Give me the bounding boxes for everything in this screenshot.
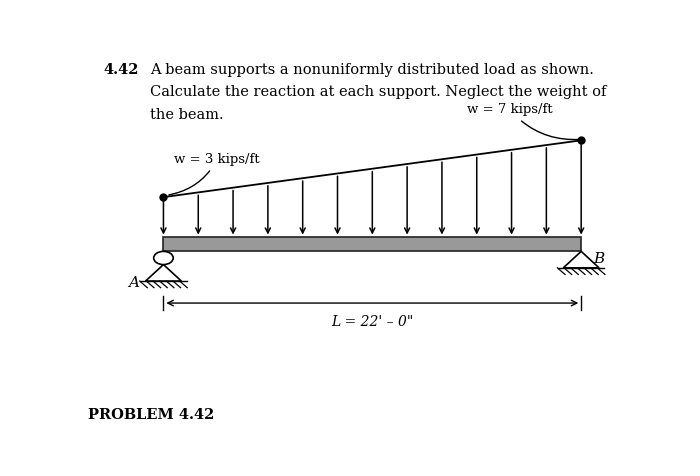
Text: Calculate the reaction at each support. Neglect the weight of: Calculate the reaction at each support. … <box>150 85 606 99</box>
Text: L = 22' – 0": L = 22' – 0" <box>331 315 414 329</box>
Text: the beam.: the beam. <box>150 108 223 122</box>
Text: A: A <box>128 276 139 290</box>
Text: w = 3 kips/ft: w = 3 kips/ft <box>169 153 260 195</box>
Text: A beam supports a nonuniformly distributed load as shown.: A beam supports a nonuniformly distribut… <box>150 63 594 77</box>
Circle shape <box>154 251 173 265</box>
Text: PROBLEM 4.42: PROBLEM 4.42 <box>88 408 214 422</box>
Text: B: B <box>593 252 604 267</box>
Bar <box>163 238 581 251</box>
Text: w = 7 kips/ft: w = 7 kips/ft <box>468 103 580 139</box>
Text: 4.42: 4.42 <box>104 63 139 77</box>
